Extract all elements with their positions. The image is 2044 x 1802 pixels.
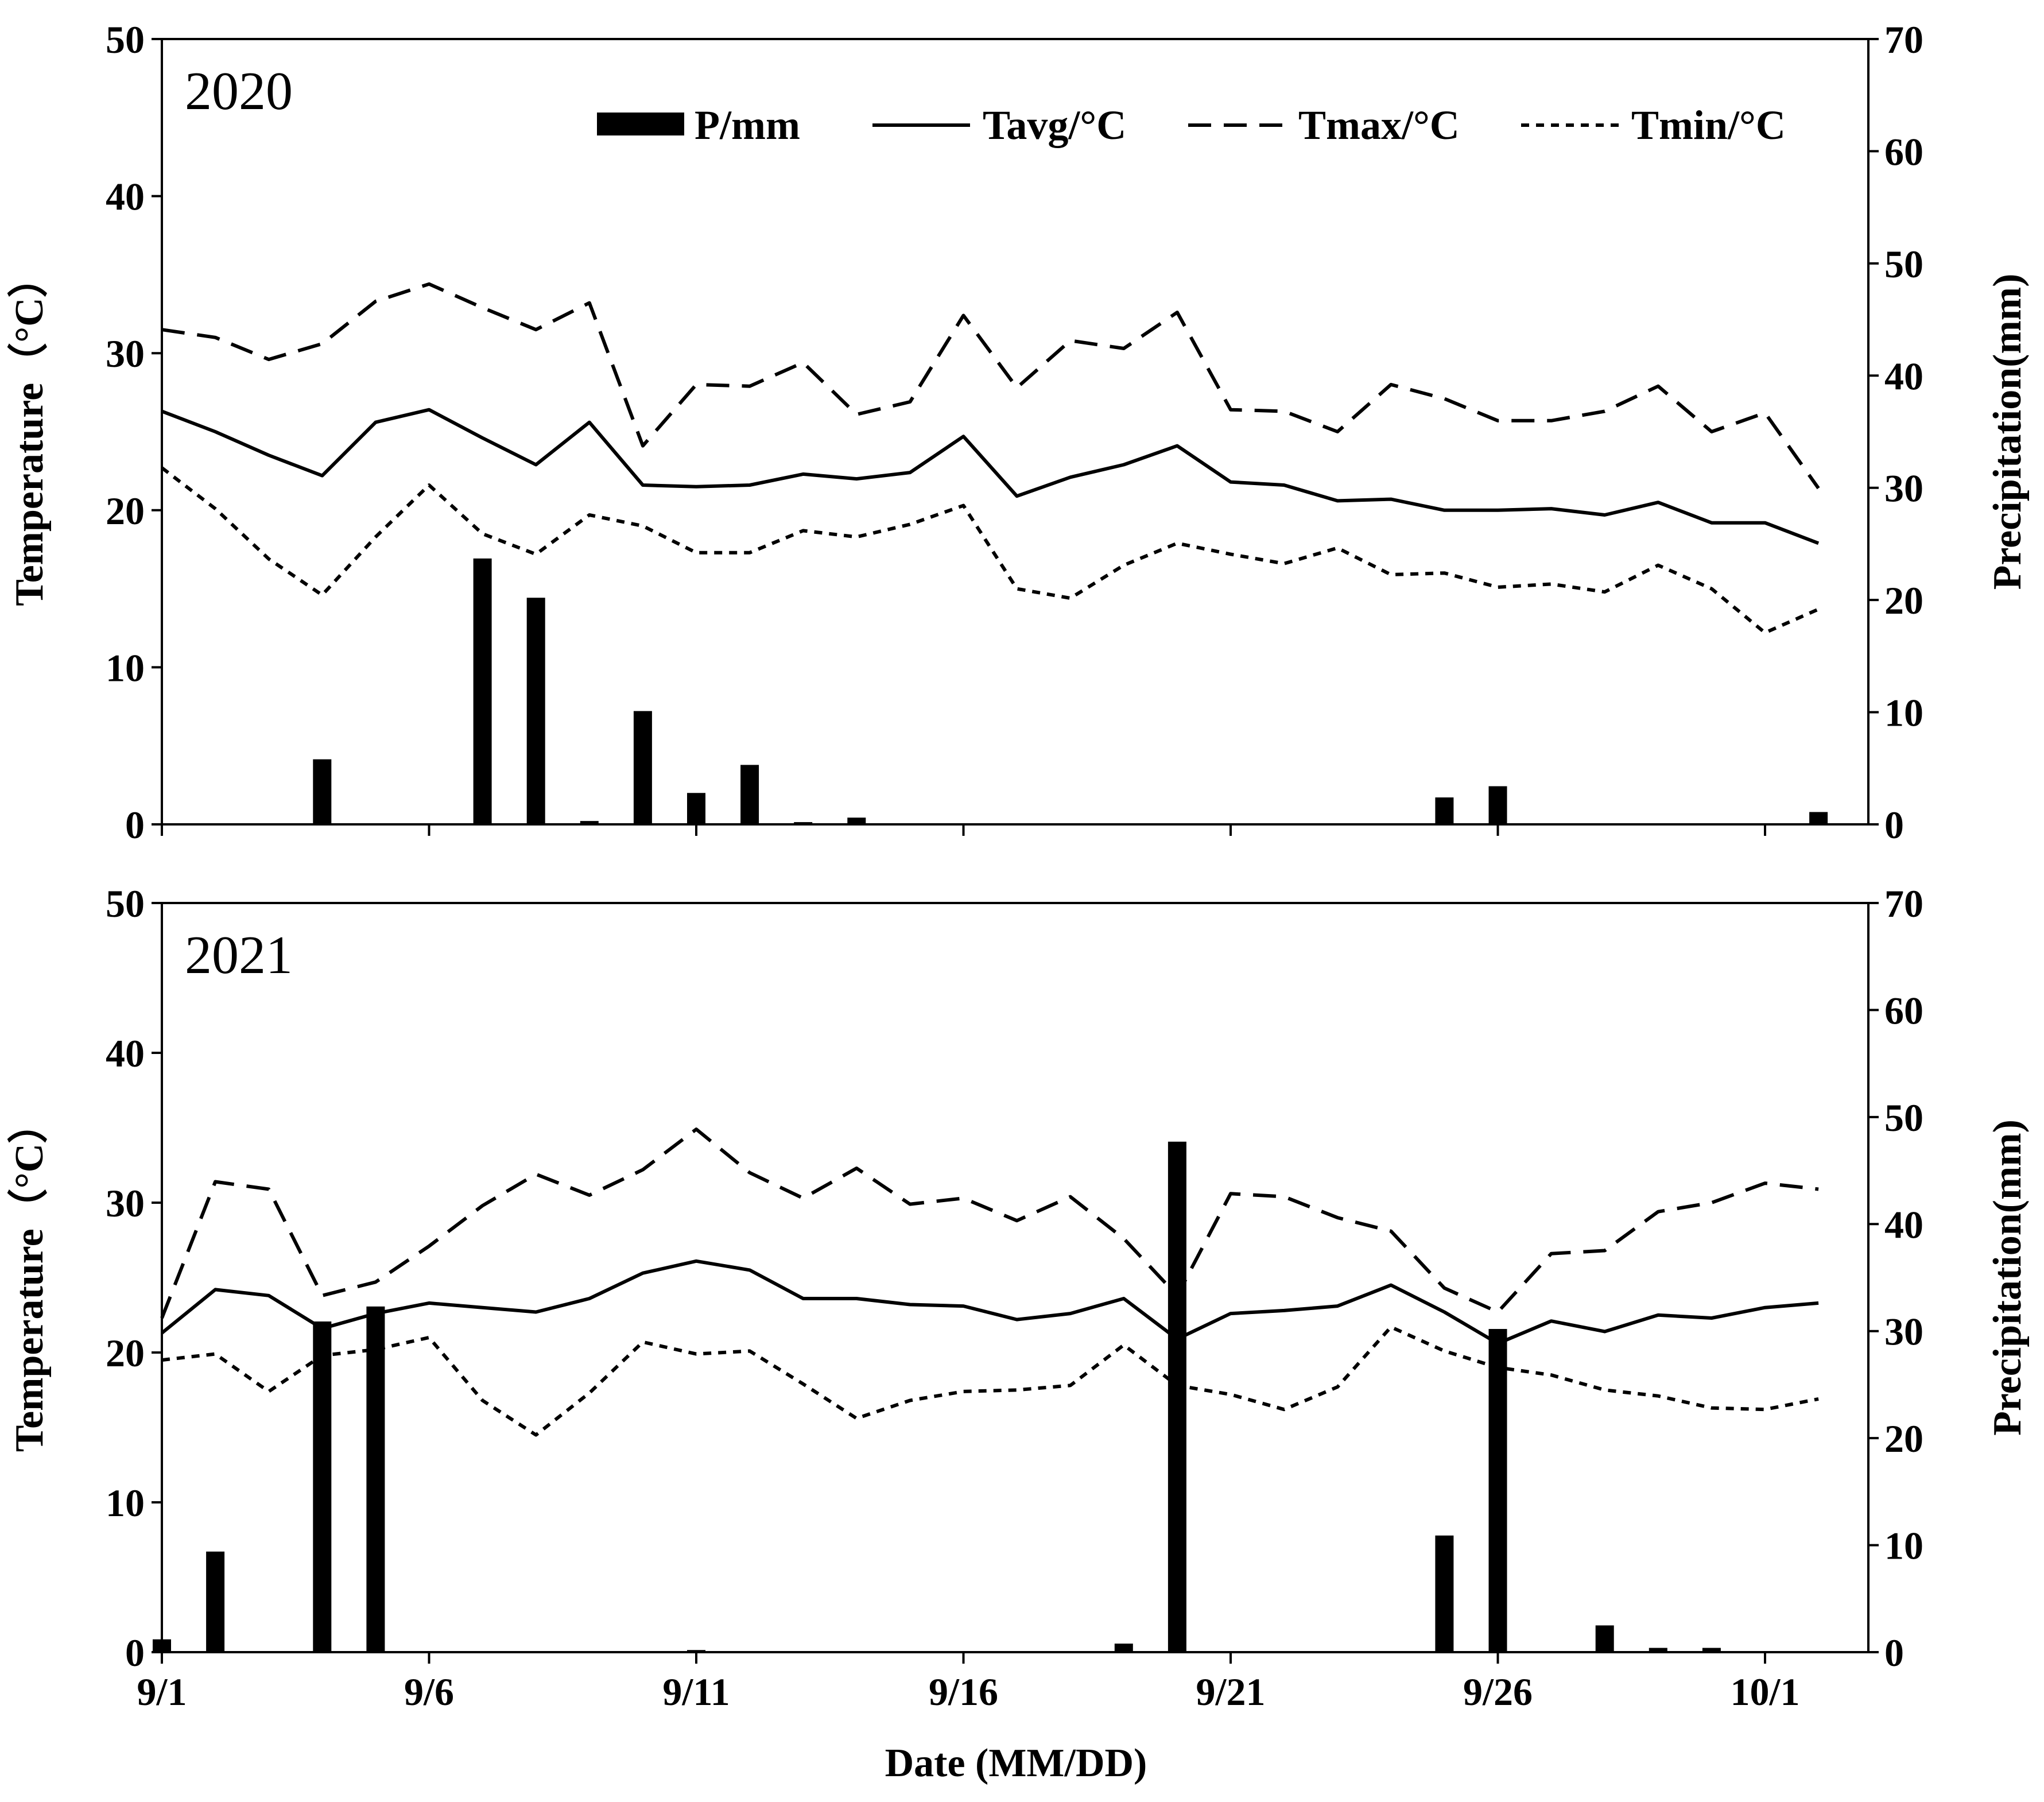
y-right-tick-label: 30 — [1884, 467, 1923, 510]
precip-bar — [1702, 1648, 1721, 1652]
y-left-tick-label: 30 — [106, 1181, 145, 1225]
precip-bar — [687, 1650, 705, 1652]
y-left-axis-title: Temperature（°C） — [7, 1103, 52, 1452]
x-tick-label: 9/26 — [1463, 1670, 1533, 1714]
precip-bar — [153, 1639, 171, 1652]
y-left-tick-label: 20 — [106, 1331, 145, 1375]
precip-bar — [473, 558, 492, 824]
precip-bar — [1488, 786, 1507, 824]
panel-year-label: 2020 — [185, 61, 293, 121]
y-right-tick-label: 20 — [1884, 1417, 1923, 1460]
y-left-tick-label: 0 — [125, 803, 145, 847]
legend-label: Tmin/°C — [1631, 102, 1786, 148]
y-left-tick-label: 50 — [106, 882, 145, 925]
precip-bar — [1114, 1644, 1133, 1652]
y-right-tick-label: 60 — [1884, 989, 1923, 1032]
precip-bar — [526, 598, 545, 824]
precip-bar — [1435, 797, 1454, 824]
y-right-axis-title: Precipitation(mm) — [1985, 1119, 2030, 1436]
precip-bar — [1649, 1648, 1667, 1652]
line-tmin — [161, 466, 1820, 635]
plot-frame — [161, 902, 1870, 1653]
y-left-tick-label: 10 — [106, 1481, 145, 1525]
precip-bar — [633, 711, 652, 824]
x-tick-label: 9/21 — [1196, 1670, 1266, 1714]
precip-bar — [794, 1651, 813, 1653]
line-tavg — [161, 1259, 1819, 1346]
y-left-tick-label: 20 — [106, 489, 145, 533]
y-right-tick-label: 70 — [1884, 882, 1923, 925]
precip-bar — [313, 759, 332, 824]
plot-frame — [161, 38, 1870, 826]
precip-bar — [1809, 812, 1828, 824]
y-right-tick-label: 40 — [1884, 1203, 1923, 1246]
line-tmax — [160, 1127, 1819, 1319]
x-tick-label: 9/6 — [404, 1670, 454, 1714]
y-left-tick-label: 0 — [125, 1631, 145, 1675]
precip-bar — [1595, 823, 1614, 826]
precip-bar — [206, 1551, 225, 1652]
x-tick-label: 10/1 — [1731, 1670, 1800, 1714]
precip-bar — [1595, 1625, 1614, 1652]
legend-label: P/mm — [695, 102, 800, 148]
y-right-tick-label: 0 — [1884, 803, 1904, 847]
y-left-tick-label: 50 — [106, 18, 145, 61]
line-tavg — [161, 408, 1820, 545]
precip-bar — [847, 817, 866, 824]
precip-bar — [1435, 1535, 1454, 1652]
legend-label: Tavg/°C — [983, 102, 1126, 148]
precip-bar — [794, 822, 813, 824]
y-left-tick-label: 40 — [106, 1032, 145, 1075]
y-right-axis-title: Precipitation(mm) — [1985, 274, 2030, 590]
precip-bar — [1542, 1651, 1561, 1653]
x-axis-title: Date (MM/DD) — [885, 1741, 1147, 1785]
panel-year-label: 2021 — [185, 925, 293, 985]
y-right-tick-label: 40 — [1884, 354, 1923, 398]
precip-bar — [366, 1306, 385, 1652]
y-right-tick-label: 50 — [1884, 242, 1923, 286]
line-tmin — [161, 1325, 1819, 1437]
line-tmax — [161, 282, 1820, 490]
precip-bar — [1542, 823, 1561, 826]
y-right-tick-label: 60 — [1884, 130, 1923, 173]
y-right-tick-label: 0 — [1884, 1631, 1904, 1675]
precip-bar — [1168, 1141, 1186, 1652]
y-right-tick-label: 30 — [1884, 1310, 1923, 1354]
panel-2021: 0 10 20 30 40 50 0 10 20 30 40 50 60 70 9/1 9/6 9/11 9/16… — [7, 882, 2030, 1714]
precip-bar — [313, 1321, 332, 1652]
y-left-tick-label: 30 — [106, 332, 145, 375]
x-tick-label: 9/1 — [137, 1670, 187, 1714]
y-right-tick-label: 20 — [1884, 579, 1923, 622]
legend-swatch-bar — [597, 113, 684, 135]
y-right-tick-label: 70 — [1884, 18, 1923, 61]
legend: P/mm Tavg/°C Tmax/°C Tmin/°C — [597, 102, 1786, 148]
legend-label: Tmax/°C — [1298, 102, 1460, 148]
panel-2020: 0 10 20 30 40 50 0 10 20 30 40 50 60 70 Temperature（°C… — [7, 18, 2030, 847]
x-tick-label: 9/11 — [662, 1670, 730, 1714]
precip-bar — [580, 821, 599, 824]
precip-bar — [1649, 823, 1667, 826]
precip-bar — [740, 765, 759, 824]
x-tick-label: 9/16 — [929, 1670, 998, 1714]
y-left-tick-label: 10 — [106, 646, 145, 689]
y-right-tick-label: 10 — [1884, 1524, 1923, 1568]
precip-bar — [1488, 1328, 1507, 1652]
precip-bar — [687, 793, 705, 824]
y-right-tick-label: 10 — [1884, 691, 1923, 735]
y-right-tick-label: 50 — [1884, 1096, 1923, 1140]
y-left-axis-title: Temperature（°C） — [7, 257, 52, 606]
y-left-tick-label: 40 — [106, 175, 145, 219]
